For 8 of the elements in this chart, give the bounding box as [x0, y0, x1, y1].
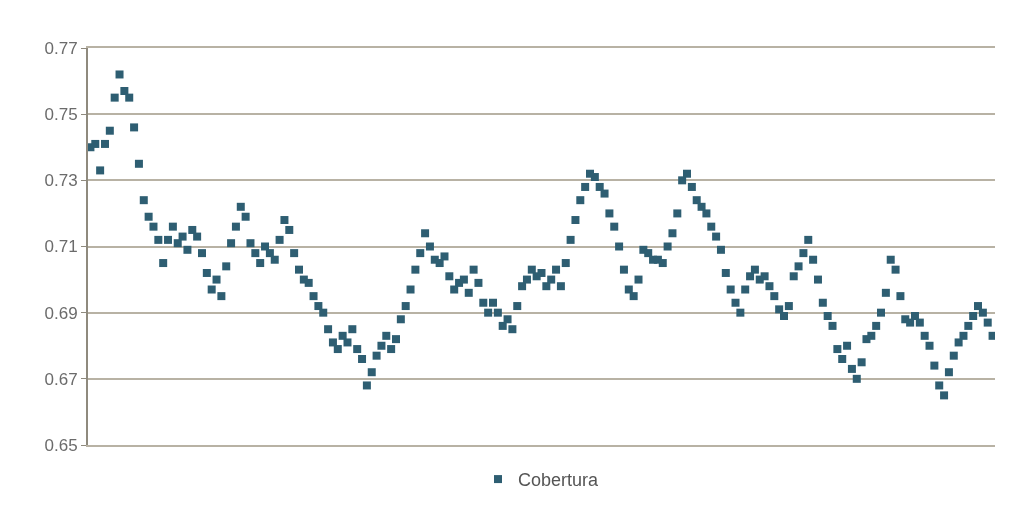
y-tick-label: 0.65	[44, 435, 78, 455]
y-tick-label: 0.73	[44, 171, 78, 191]
y-tick-label: 0.75	[44, 105, 78, 125]
y-tick-label: 0.67	[44, 369, 78, 389]
legend-label: Cobertura	[518, 470, 600, 491]
y-tick-label: 0.71	[44, 237, 78, 257]
y-tick-label: 0.77	[44, 38, 78, 58]
y-tick-label: 0.69	[44, 303, 78, 323]
